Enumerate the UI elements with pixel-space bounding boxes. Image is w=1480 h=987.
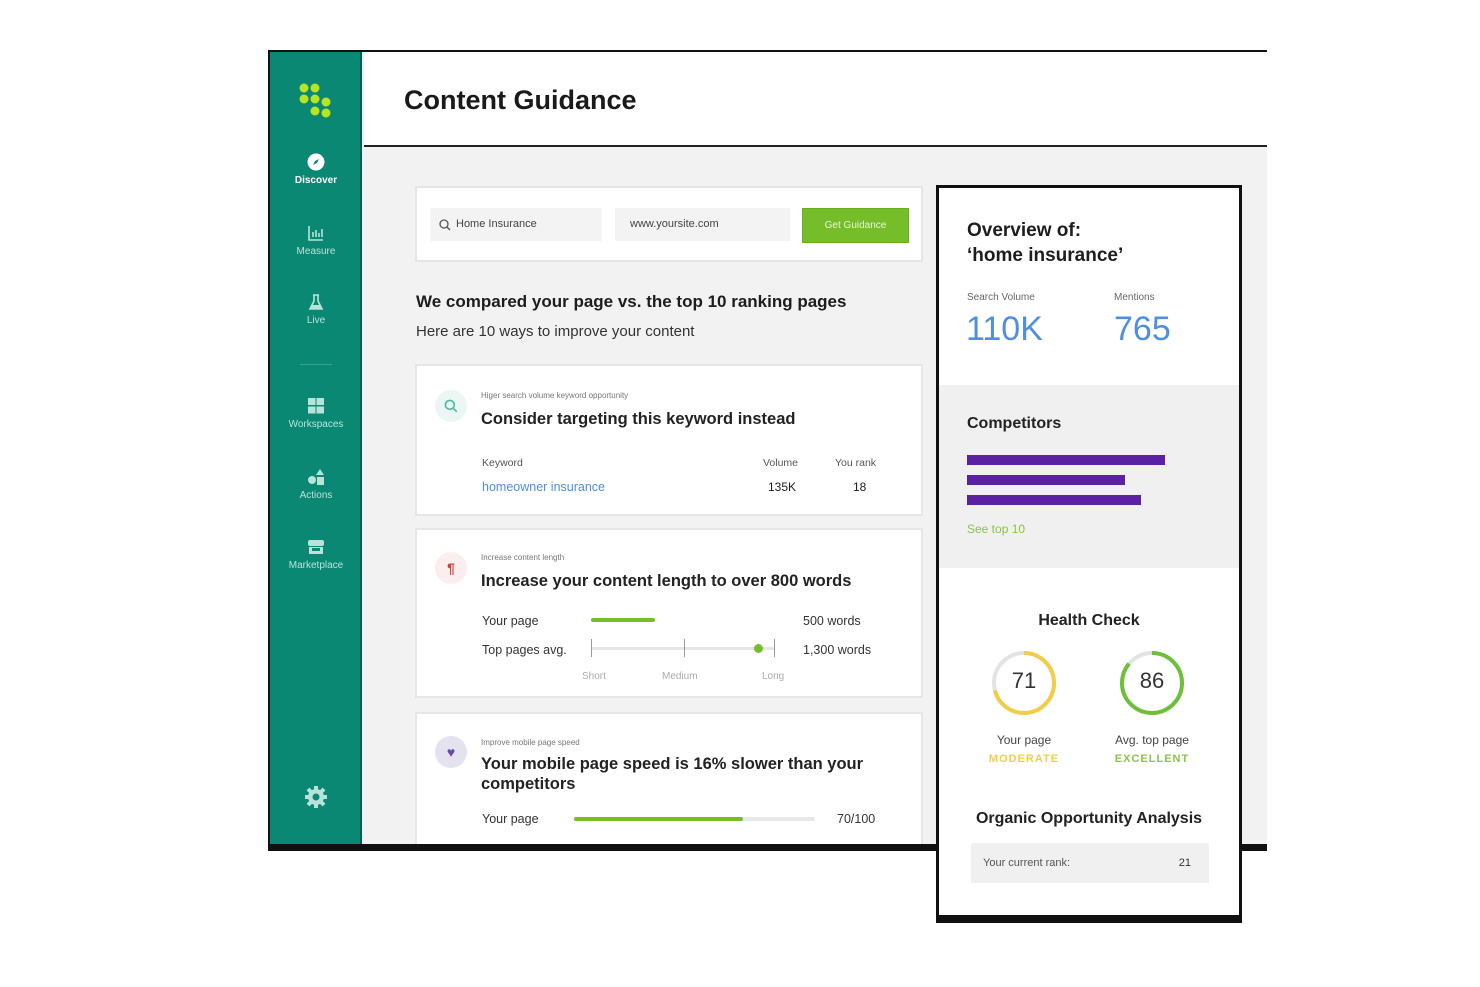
overview-title: Overview of: ‘home insurance’ [967, 218, 1123, 268]
see-top-link[interactable]: See top 10 [967, 522, 1026, 536]
card-title: Increase your content length to over 800… [481, 572, 852, 590]
top-pages-label: Top pages avg. [482, 643, 567, 657]
sidebar-item-marketplace[interactable]: Marketplace [270, 538, 362, 571]
card-eyebrow: Improve mobile page speed [481, 738, 580, 747]
search-volume-label: Search Volume [967, 292, 1035, 303]
search-icon [435, 390, 467, 422]
volume-value: 135K [768, 480, 797, 494]
compass-icon [307, 153, 325, 171]
logo-icon [299, 83, 331, 118]
sidebar-item-label: Actions [299, 490, 333, 501]
flask-icon [308, 294, 324, 310]
overview-title-line2: ‘home insurance’ [967, 245, 1124, 266]
competitor-bar [967, 495, 1142, 505]
competitors-title: Competitors [967, 415, 1062, 432]
page-title: Content Guidance [404, 85, 637, 115]
top-pages-value: 1,300 words [803, 643, 872, 657]
column-rank: You rank [835, 457, 877, 469]
your-page-label: Your page [482, 614, 539, 628]
scale-medium: Medium [662, 671, 698, 682]
overview-title-line1: Overview of: [967, 220, 1082, 241]
card-title: Consider targeting this keyword instead [481, 410, 796, 428]
store-icon [308, 540, 324, 554]
heart-icon: ♥ [435, 736, 467, 768]
sidebar-item-live[interactable]: Live [270, 293, 362, 326]
sidebar: Discover Measure Live Workspaces Actions… [270, 52, 362, 844]
bar-chart-icon [308, 226, 323, 241]
column-keyword: Keyword [482, 457, 523, 469]
competitor-bar [967, 475, 1126, 485]
search-card: Home Insurance www.yoursite.com Get Guid… [415, 186, 923, 262]
top-page-score: 86 [1139, 668, 1165, 693]
keyword-value: Home Insurance [456, 218, 537, 230]
content-length-card: ¶ Increase content length Increase your … [415, 528, 923, 698]
health-check-title: Health Check [1038, 612, 1140, 629]
speed-value: 70/100 [837, 812, 876, 826]
sidebar-item-workspaces[interactable]: Workspaces [270, 397, 362, 430]
comparison-subheading: Here are 10 ways to improve your content [416, 323, 695, 340]
paragraph-icon: ¶ [435, 552, 467, 584]
your-page-label: Your page [996, 733, 1052, 747]
page-speed-card: ♥ Improve mobile page speed Your mobile … [415, 712, 923, 844]
your-page-label: Your page [482, 812, 539, 826]
sidebar-item-actions[interactable]: Actions [270, 468, 362, 501]
competitor-bar [967, 455, 1165, 465]
gear-icon[interactable] [304, 785, 328, 809]
sidebar-divider [300, 364, 332, 365]
top-page-status: EXCELLENT [1114, 753, 1190, 765]
get-guidance-button[interactable]: Get Guidance [802, 208, 909, 243]
top-page-label: Avg. top page [1115, 733, 1189, 747]
speed-track [574, 817, 815, 821]
column-volume: Volume [763, 457, 799, 469]
scale-long: Long [762, 671, 785, 682]
current-rank-value: 21 [1178, 857, 1191, 869]
current-rank-row: Your current rank: 21 [971, 843, 1209, 883]
length-scale-track [591, 647, 775, 650]
card-eyebrow: Higer search volume keyword opportunity [481, 391, 629, 400]
sidebar-item-measure[interactable]: Measure [270, 224, 362, 257]
your-page-bar [591, 618, 655, 622]
your-page-value: 500 words [803, 614, 861, 628]
keyword-input[interactable]: Home Insurance [430, 208, 602, 241]
sidebar-item-discover[interactable]: Discover [270, 153, 362, 186]
sidebar-item-label: Measure [296, 246, 336, 257]
top-page-gauge [1120, 651, 1184, 715]
grid-icon [308, 398, 324, 414]
keyword-link[interactable]: homeowner insurance [482, 480, 605, 494]
organic-title: Organic Opportunity Analysis [975, 810, 1203, 827]
keyword-card: Higer search volume keyword opportunity … [415, 364, 923, 516]
search-volume-value: 110K [966, 310, 1043, 348]
card-eyebrow: Increase content length [481, 553, 565, 562]
current-rank-label: Your current rank: [983, 857, 1071, 869]
search-icon [439, 219, 451, 231]
page-header: Content Guidance [364, 52, 1267, 147]
rank-value: 18 [853, 480, 867, 494]
sidebar-item-label: Discover [294, 175, 338, 186]
url-input[interactable]: www.yoursite.com [615, 208, 790, 241]
top-pages-marker [754, 644, 763, 653]
your-page-score: 71 [1011, 668, 1037, 693]
your-page-gauge [992, 651, 1056, 715]
speed-fill [574, 817, 743, 821]
sidebar-item-label: Workspaces [288, 419, 344, 430]
mentions-value: 765 [1114, 310, 1171, 348]
shapes-icon [308, 469, 324, 485]
scale-short: Short [582, 671, 606, 682]
your-page-status: MODERATE [988, 753, 1060, 765]
competitors-section: Competitors See top 10 [939, 385, 1239, 568]
sidebar-item-label: Marketplace [288, 560, 344, 571]
comparison-heading: We compared your page vs. the top 10 ran… [416, 292, 847, 311]
card-title: Your mobile page speed is 16% slower tha… [481, 755, 864, 793]
overview-panel: Overview of: ‘home insurance’ Search Vol… [936, 185, 1242, 923]
sidebar-item-label: Live [306, 315, 326, 326]
mentions-label: Mentions [1114, 292, 1155, 303]
